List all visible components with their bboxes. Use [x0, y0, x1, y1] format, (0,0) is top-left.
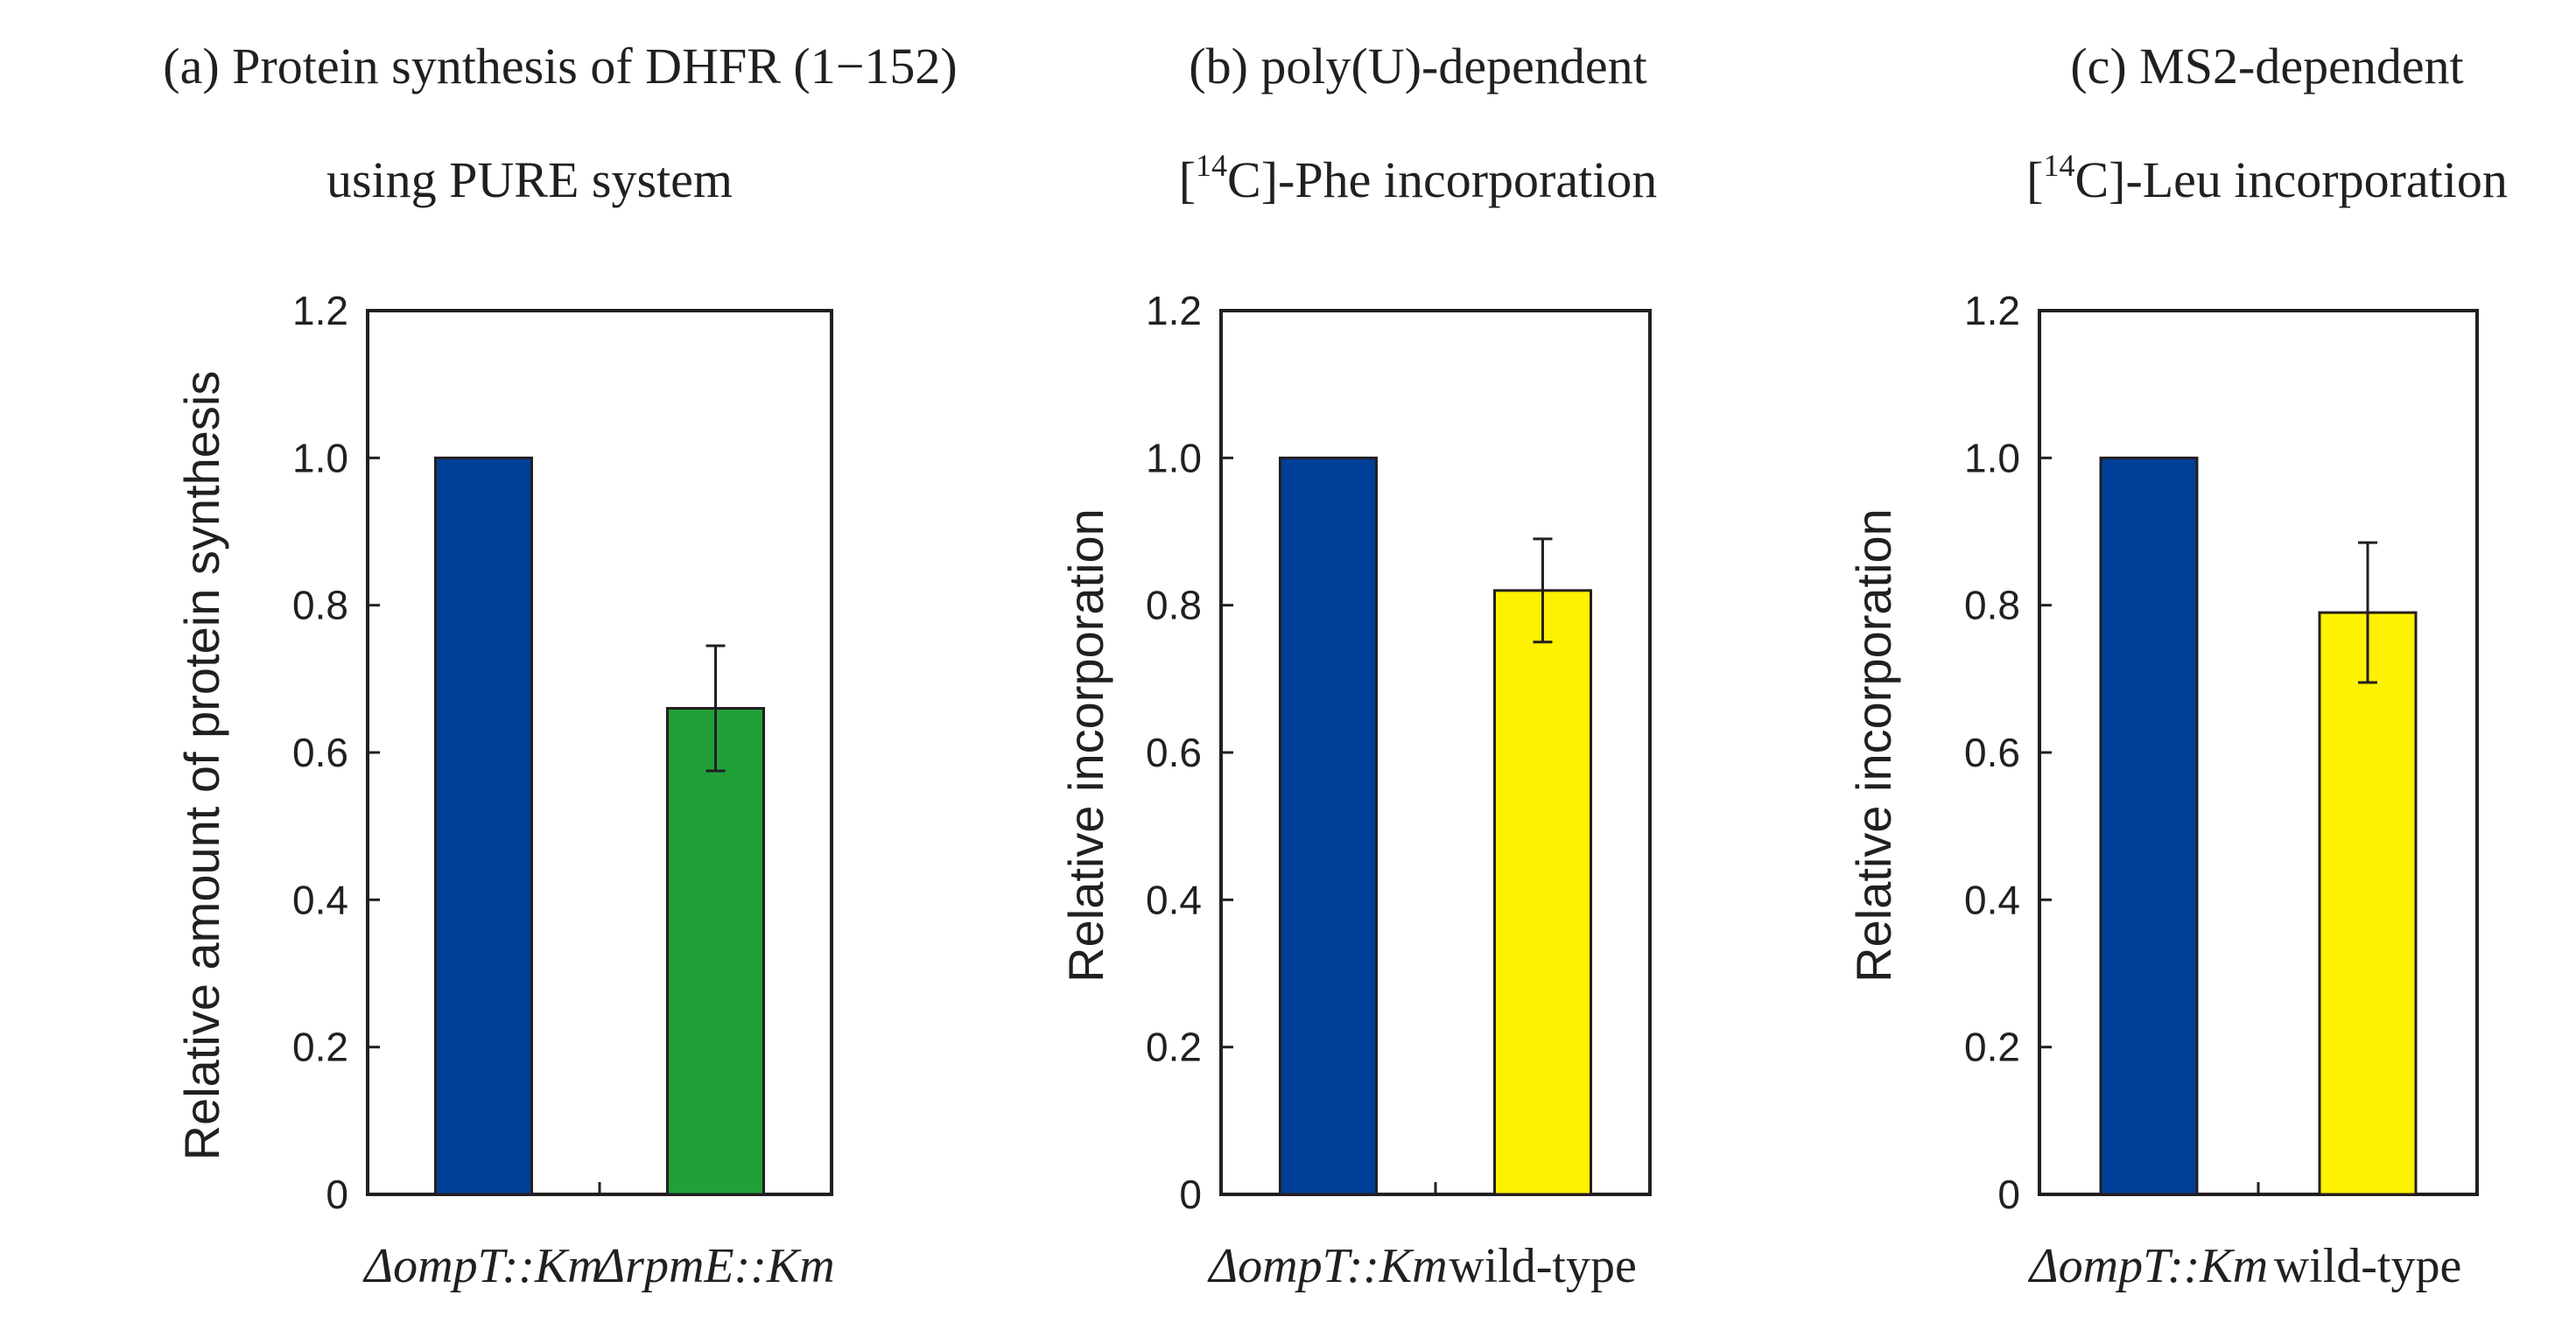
panel-b-y-tick-label: 0.8 — [1146, 583, 1202, 628]
panel-c-bar-2 — [2318, 611, 2418, 1196]
panel-c-y-axis-label: Relative incorporation — [1846, 508, 1901, 983]
panel-c-y-tick-label: 0 — [1997, 1172, 2020, 1217]
panel-a-bar-1 — [434, 456, 533, 1196]
panel-a-title-line-2: using PURE system — [326, 151, 733, 208]
panel-a-y-tick-label: 1.0 — [292, 435, 348, 480]
panel-c: (c) MS2-dependent [14C]-Leu incorporatio… — [1846, 38, 2508, 1293]
panel-c-y-tick-label: 0.6 — [1964, 730, 2020, 775]
panel-c-y-tick-label: 0.2 — [1964, 1025, 2020, 1070]
panel-c-category-label-1: ΔompT::Km — [2028, 1239, 2268, 1293]
panel-a-y-tick-label: 0.6 — [292, 730, 348, 775]
panel-b-y-axis-label: Relative incorporation — [1058, 508, 1113, 983]
panel-b-y-tick-label: 0.6 — [1146, 730, 1202, 775]
panel-c-y-tick-label: 1.0 — [1964, 435, 2020, 480]
panel-a-y-tick-label: 0 — [326, 1172, 348, 1217]
panel-b-category-label-2: wild-type — [1449, 1239, 1637, 1293]
panel-a-error-bar-2 — [705, 644, 726, 773]
panel-b-error-bar-2 — [1533, 537, 1553, 644]
panel-c-y-tick-label: 1.2 — [1964, 288, 2020, 333]
panel-b: (b) poly(U)-dependent [14C]-Phe incorpor… — [1058, 38, 1657, 1293]
panel-a-y-tick-label: 0.8 — [292, 583, 348, 628]
panel-a-category-label-2: ΔrpmE::Km — [594, 1239, 834, 1293]
panel-b-y-tick-label: 0.4 — [1146, 877, 1202, 922]
panel-a-y-tick-label: 0.2 — [292, 1025, 348, 1070]
panel-c-y-tick-label: 0.4 — [1964, 877, 2020, 922]
panel-c-error-bar-2 — [2358, 541, 2377, 684]
panel-a-title-line-1: (a) Protein synthesis of DHFR (1−152) — [163, 38, 957, 94]
panel-c-category-label-2: wild-type — [2274, 1239, 2462, 1293]
panel-a-y-axis-label: Relative amount of protein synthesis — [174, 371, 229, 1161]
panel-a-y-tick-label: 1.2 — [292, 288, 348, 333]
panel-b-y-tick-label: 1.2 — [1146, 288, 1202, 333]
panel-a-y-tick-label: 0.4 — [292, 877, 348, 922]
panel-b-y-tick-label: 0.2 — [1146, 1025, 1202, 1070]
panel-b-title-line-1: (b) poly(U)-dependent — [1189, 38, 1646, 94]
panel-a-category-label-1: ΔompT::Km — [362, 1239, 602, 1293]
panel-b-title-line-2: [14C]-Phe incorporation — [1179, 148, 1658, 208]
panel-c-y-tick-label: 0.8 — [1964, 583, 2020, 628]
panel-b-bar-1 — [1279, 456, 1378, 1196]
panel-c-bar-1 — [2099, 456, 2199, 1196]
panel-b-category-label-1: ΔompT::Km — [1207, 1239, 1447, 1293]
panel-c-title-line-1: (c) MS2-dependent — [2070, 38, 2463, 94]
panel-a-bar-2 — [666, 707, 765, 1196]
panel-a: (a) Protein synthesis of DHFR (1−152) us… — [163, 38, 957, 1293]
panel-b-y-tick-label: 1.0 — [1146, 435, 1202, 480]
panel-b-y-tick-label: 0 — [1179, 1172, 1202, 1217]
panel-c-title-line-2: [14C]-Leu incorporation — [2026, 148, 2508, 208]
panel-b-bar-2 — [1493, 589, 1592, 1196]
